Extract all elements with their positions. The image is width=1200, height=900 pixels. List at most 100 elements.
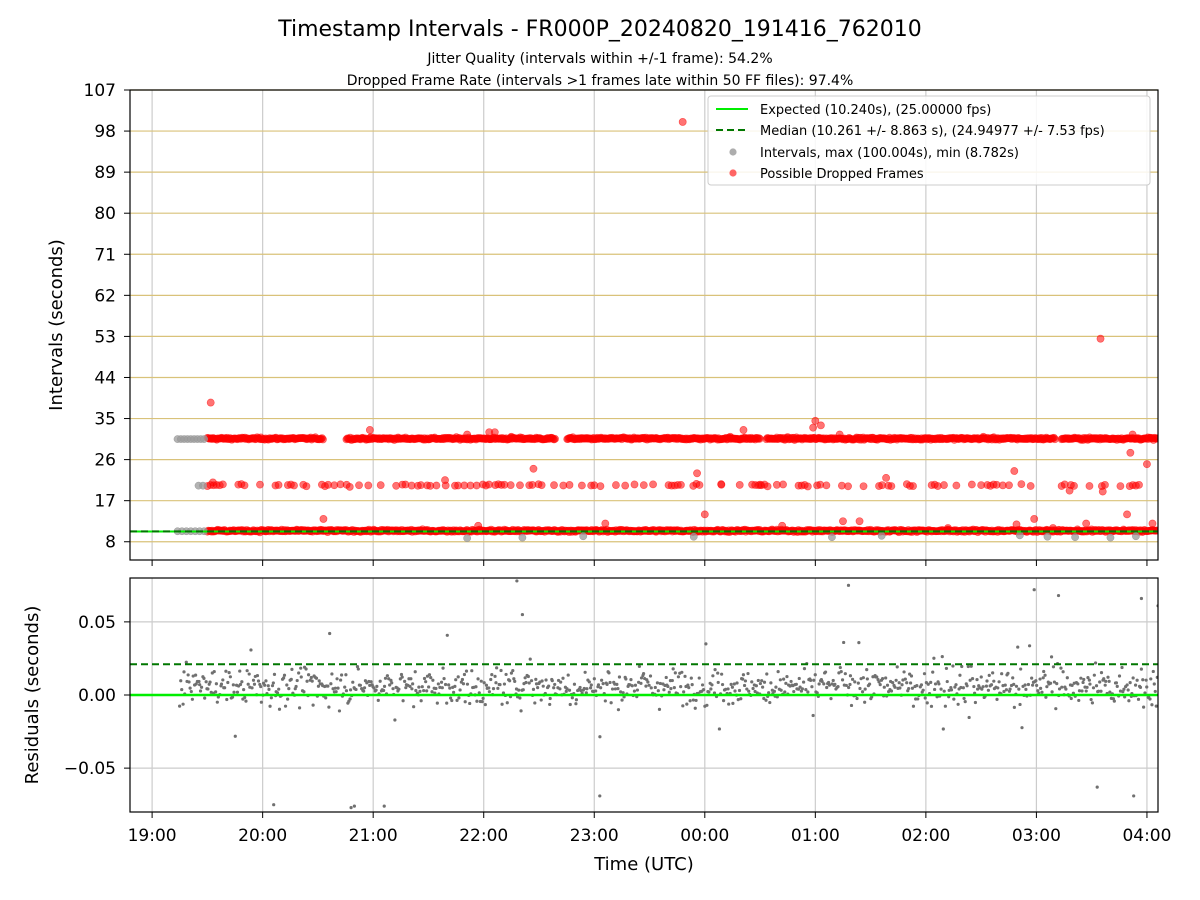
dropped-frame-outlier-point: [726, 432, 735, 441]
residual-point: [1065, 676, 1069, 680]
residual-point: [733, 689, 737, 693]
residual-point: [424, 680, 428, 684]
residual-point: [244, 699, 248, 703]
x-tick-label: 23:00: [570, 826, 619, 846]
residual-point: [215, 700, 219, 704]
residual-point: [865, 668, 869, 672]
dropped-frame-point: [240, 481, 249, 490]
residual-point: [509, 671, 514, 675]
dropped-frame-outlier-point: [739, 426, 748, 434]
residual-point: [1045, 685, 1049, 689]
residual-point: [1017, 687, 1021, 691]
residual-point: [228, 675, 232, 679]
residual-point: [727, 702, 731, 706]
residual-point: [513, 679, 517, 684]
residual-point: [768, 700, 772, 705]
residual-point: [605, 682, 609, 687]
residual-point: [847, 685, 851, 690]
residual-point: [616, 687, 620, 691]
dropped-frame-point: [695, 481, 704, 489]
residual-point: [902, 670, 906, 674]
residual-extreme-point: [1095, 785, 1099, 789]
residual-point: [226, 680, 230, 685]
residual-point: [240, 680, 244, 684]
residual-point: [511, 669, 515, 673]
residual-point: [343, 685, 347, 689]
residual-point: [1102, 677, 1106, 681]
dropped-frame-point: [537, 481, 546, 490]
residual-point: [450, 698, 454, 703]
residual-point: [639, 676, 644, 680]
legend-intervals-swatch: [729, 148, 737, 156]
intervals-y-tick-label: 17: [94, 492, 116, 512]
residual-point: [401, 699, 405, 703]
residual-point: [339, 678, 343, 682]
residual-point: [335, 677, 339, 681]
residual-point: [610, 687, 615, 691]
residual-point: [1077, 689, 1082, 693]
dropped-frame-point: [1135, 480, 1143, 489]
residual-point: [617, 675, 622, 679]
residual-point: [647, 683, 651, 687]
x-axis-label: Time (UTC): [593, 854, 694, 875]
residual-point: [848, 674, 853, 678]
residual-point: [979, 675, 983, 679]
residual-point: [1104, 679, 1108, 683]
residual-point: [922, 672, 927, 676]
residual-point: [925, 701, 929, 705]
residual-point: [767, 691, 771, 695]
residual-point: [940, 655, 944, 659]
x-tick-label: 01:00: [791, 826, 840, 846]
residual-point: [212, 669, 216, 674]
residual-point: [574, 702, 578, 706]
dropped-frame-outlier-point: [839, 517, 847, 526]
residual-point: [431, 678, 435, 682]
residual-point: [454, 678, 458, 682]
residual-point: [230, 695, 235, 699]
residual-point: [929, 704, 934, 708]
residual-point: [527, 681, 531, 685]
residual-point: [412, 705, 416, 709]
residual-point: [1118, 689, 1123, 693]
residual-point: [233, 734, 237, 738]
residual-point: [214, 682, 218, 686]
residual-point: [1151, 669, 1155, 674]
residual-point: [558, 687, 562, 691]
residual-point: [941, 727, 945, 731]
residual-point: [501, 691, 506, 695]
residual-point: [508, 679, 512, 683]
residual-point: [317, 679, 321, 683]
residual-point: [746, 671, 750, 676]
residual-point: [1126, 688, 1130, 692]
residual-point: [1050, 690, 1054, 694]
residual-point: [376, 698, 380, 702]
residual-point: [907, 686, 911, 691]
residual-point: [369, 680, 373, 684]
residual-point: [1031, 683, 1035, 687]
residual-point: [578, 685, 582, 690]
residual-point: [504, 672, 508, 677]
interval-point: [200, 435, 208, 443]
residual-point: [809, 678, 813, 683]
residual-point: [304, 667, 308, 671]
residual-point: [942, 689, 946, 693]
residual-point: [713, 668, 717, 672]
residual-point: [496, 686, 500, 690]
residual-point: [382, 684, 387, 688]
dropped-frame-point: [1017, 480, 1026, 488]
residual-point: [264, 679, 268, 683]
residual-point: [388, 683, 392, 687]
residual-point: [564, 689, 568, 693]
dropped-frame-outlier-point: [474, 521, 483, 530]
dropped-frame-point: [1026, 482, 1035, 490]
residual-point: [422, 676, 427, 681]
residual-point: [726, 687, 730, 691]
residual-point: [840, 678, 845, 682]
residual-point: [443, 682, 448, 687]
residual-point: [283, 704, 288, 708]
residual-point: [1094, 684, 1099, 688]
intervals-axes-frame: [129, 89, 1159, 561]
dropped-frame-outlier-point: [816, 421, 825, 430]
residual-point: [1150, 703, 1154, 707]
residual-point: [582, 686, 586, 691]
